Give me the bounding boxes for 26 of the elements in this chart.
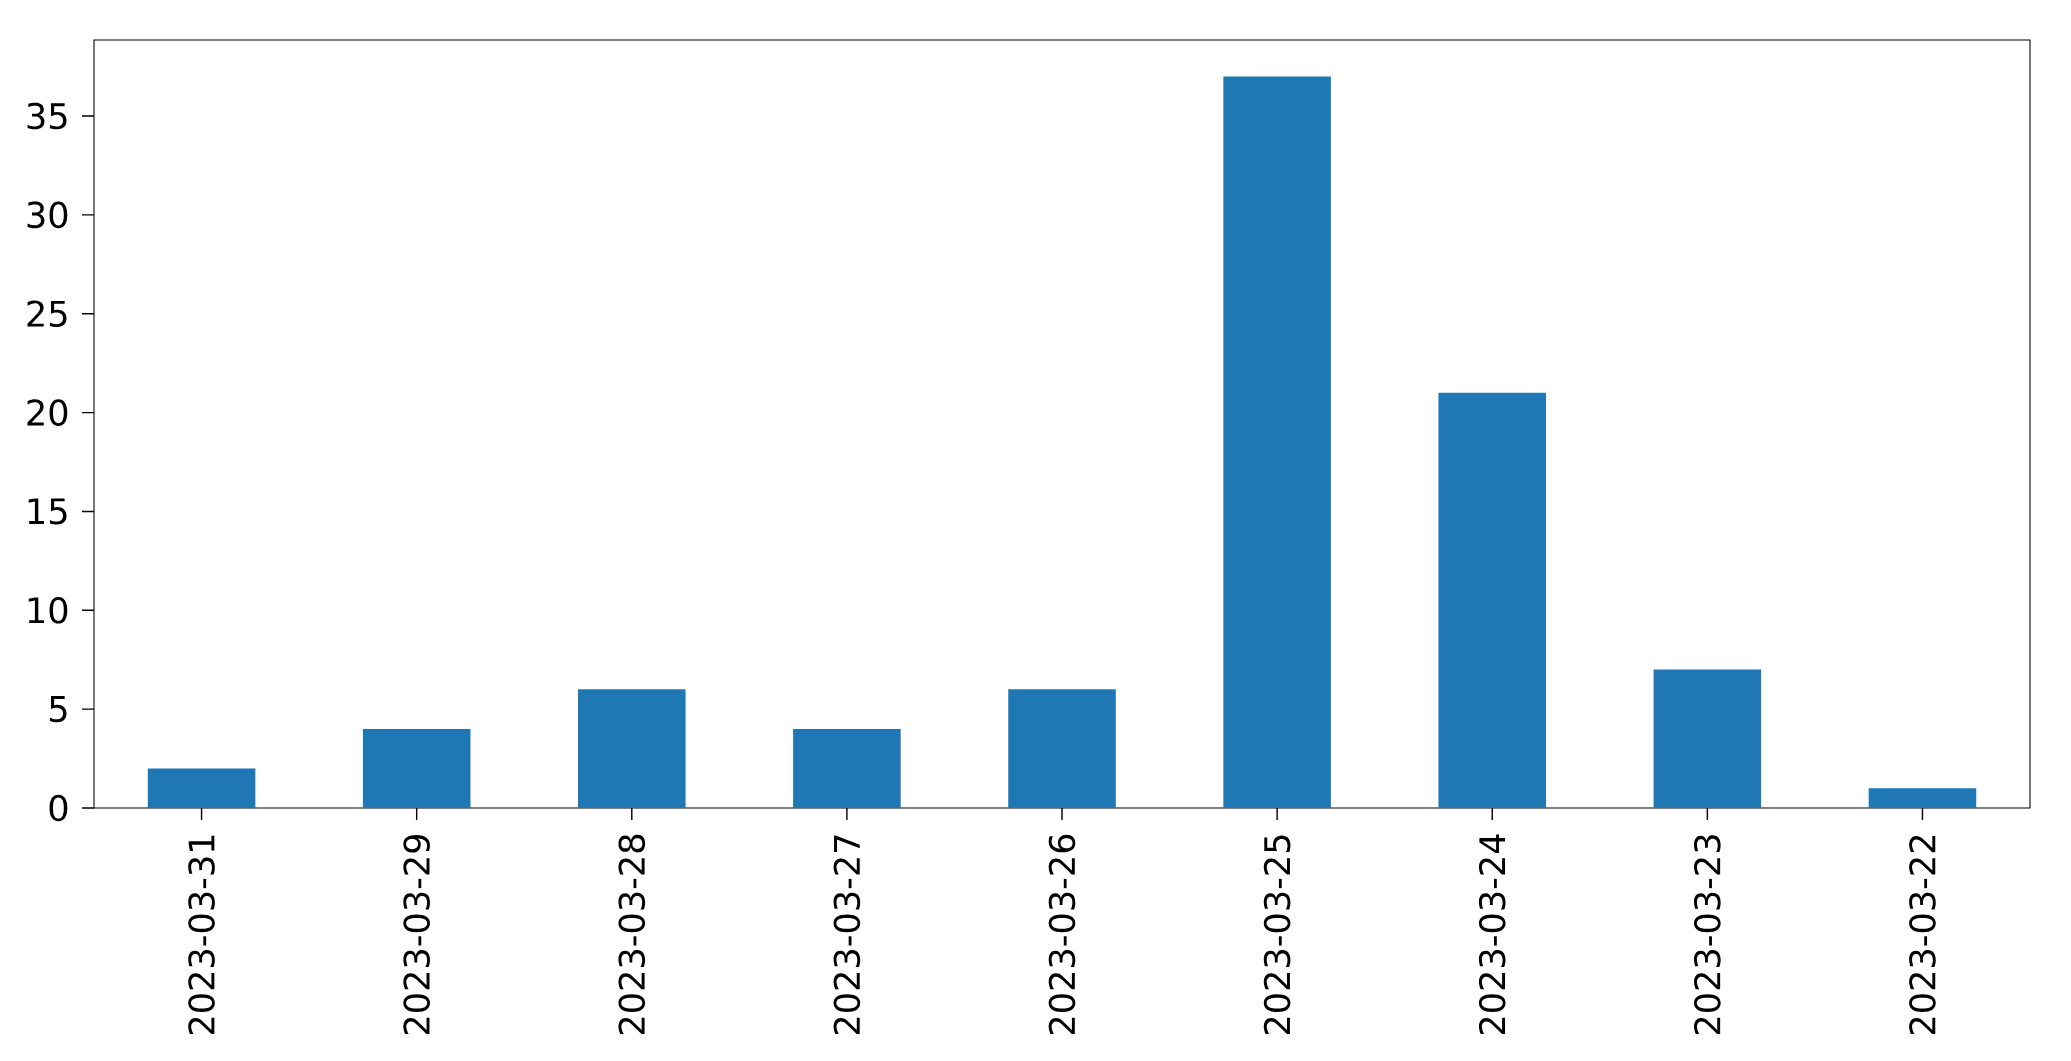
bar (1438, 392, 1547, 808)
bar (793, 728, 901, 808)
bar (1868, 788, 1977, 808)
y-tick-label: 0 (49, 794, 68, 822)
y-tick-label: 25 (27, 300, 67, 328)
x-tick-label: 2023-03-28 (618, 834, 646, 1035)
x-tick-label: 2023-03-22 (1909, 835, 1936, 1035)
bar (1008, 689, 1116, 808)
y-tick-label: 15 (28, 498, 67, 525)
x-tick-label: 2023-03-27 (833, 835, 861, 1035)
bar (1653, 669, 1762, 808)
y-tick-label: 20 (27, 399, 68, 426)
x-tick-label: 2023-03-26 (1048, 834, 1076, 1035)
x-tick-label: 2023-03-29 (403, 834, 430, 1035)
bar (147, 768, 256, 808)
x-tick-label: 2023-03-31 (188, 835, 215, 1035)
y-tick-label: 35 (27, 102, 67, 130)
x-tick-label: 2023-03-23 (1694, 835, 1721, 1035)
y-tick-label: 10 (28, 596, 68, 624)
y-tick-label: 30 (27, 201, 68, 229)
y-tick-label: 5 (49, 696, 67, 723)
bar (362, 728, 471, 808)
x-tick-label: 2023-03-25 (1263, 835, 1291, 1035)
x-tick-label: 2023-03-24 (1478, 834, 1506, 1035)
bar (578, 689, 686, 808)
bar (1223, 76, 1331, 808)
